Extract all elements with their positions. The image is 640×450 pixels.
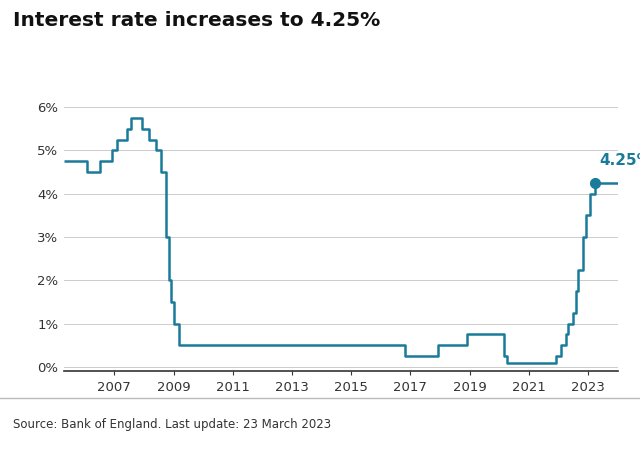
Text: B: B [536, 418, 547, 433]
Text: C: C [611, 418, 621, 433]
Text: B: B [573, 418, 584, 433]
Text: Interest rate increases to 4.25%: Interest rate increases to 4.25% [13, 11, 380, 30]
Text: 4.25%: 4.25% [599, 153, 640, 168]
Text: Source: Bank of England. Last update: 23 March 2023: Source: Bank of England. Last update: 23… [13, 418, 331, 431]
